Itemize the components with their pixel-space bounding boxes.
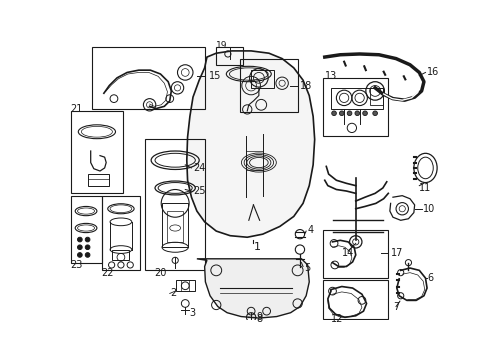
Bar xyxy=(162,203,188,247)
Circle shape xyxy=(340,111,344,116)
Circle shape xyxy=(77,237,82,242)
Circle shape xyxy=(77,253,82,257)
Text: 9: 9 xyxy=(257,312,263,322)
Bar xyxy=(323,78,388,136)
Bar xyxy=(112,249,129,260)
Text: 14: 14 xyxy=(342,248,354,258)
Bar xyxy=(323,280,388,319)
Bar xyxy=(145,139,205,270)
Circle shape xyxy=(355,111,360,116)
Bar xyxy=(331,88,383,109)
Polygon shape xyxy=(197,259,309,318)
Text: 12: 12 xyxy=(331,314,343,324)
Bar xyxy=(176,280,195,291)
Text: 21: 21 xyxy=(71,104,83,114)
Text: 19: 19 xyxy=(216,41,228,50)
Circle shape xyxy=(363,111,368,116)
Circle shape xyxy=(332,111,336,116)
Text: 5: 5 xyxy=(304,263,310,273)
Text: 25: 25 xyxy=(193,186,205,196)
Circle shape xyxy=(373,111,377,116)
Text: 18: 18 xyxy=(300,81,312,91)
Text: 1: 1 xyxy=(253,242,261,252)
Bar xyxy=(101,195,140,270)
Bar xyxy=(216,47,244,65)
Bar xyxy=(251,70,274,88)
Bar xyxy=(88,174,109,186)
Text: 22: 22 xyxy=(101,267,114,278)
Text: 4: 4 xyxy=(308,225,314,235)
Circle shape xyxy=(85,237,90,242)
Circle shape xyxy=(77,245,82,249)
Text: 10: 10 xyxy=(423,204,436,214)
Bar xyxy=(92,47,205,109)
Text: 17: 17 xyxy=(392,248,404,258)
Bar xyxy=(323,230,388,278)
Bar xyxy=(71,195,101,263)
Bar xyxy=(369,88,383,105)
Text: 7: 7 xyxy=(393,302,399,311)
Bar xyxy=(168,211,183,242)
Text: 15: 15 xyxy=(209,71,221,81)
Circle shape xyxy=(85,253,90,257)
Circle shape xyxy=(347,111,352,116)
Text: 23: 23 xyxy=(71,260,83,270)
Text: 3: 3 xyxy=(189,308,195,318)
Text: 13: 13 xyxy=(325,71,337,81)
Bar xyxy=(71,111,123,193)
Text: 16: 16 xyxy=(427,67,440,77)
Text: 20: 20 xyxy=(154,267,167,278)
Bar xyxy=(240,59,297,112)
Text: 8: 8 xyxy=(257,314,263,324)
Polygon shape xyxy=(187,51,315,237)
Text: 2: 2 xyxy=(170,288,176,298)
Text: 11: 11 xyxy=(419,183,432,193)
Text: 24: 24 xyxy=(193,163,205,173)
Text: 6: 6 xyxy=(427,273,433,283)
Circle shape xyxy=(85,245,90,249)
